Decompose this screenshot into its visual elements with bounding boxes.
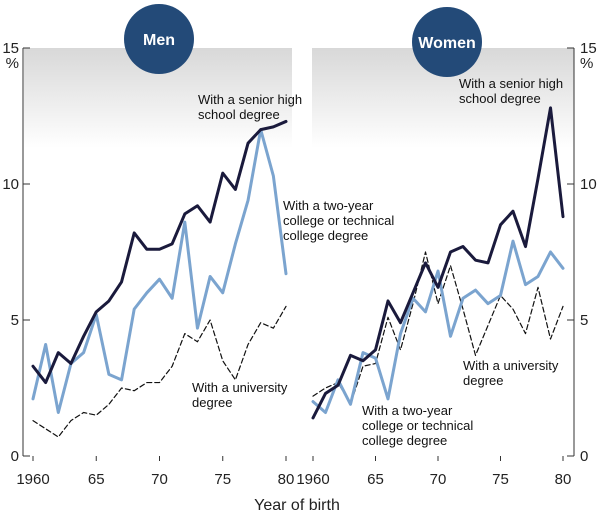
y-unit-label: % (6, 55, 19, 72)
series-line-senior-high (311, 106, 565, 420)
x-tick-label: 75 (214, 471, 231, 488)
x-tick-label: 80 (555, 471, 572, 488)
series-annotation: With a two-year college or technical colle… (362, 403, 473, 448)
x-tick-label: 65 (367, 471, 384, 488)
y-tick-label: 0 (11, 448, 19, 465)
x-tick-label: 1960 (296, 471, 329, 488)
series-line-university (32, 305, 287, 438)
x-axis-label: Year of birth (254, 497, 340, 514)
y-unit-label: % (580, 55, 593, 72)
y-tick-label: 5 (11, 312, 19, 329)
y-tick-label: 0 (580, 448, 588, 465)
x-tick-label: 80 (278, 471, 295, 488)
x-tick-label: 70 (151, 471, 168, 488)
series-line-two-year-college (31, 128, 288, 414)
series-line-senior-high (31, 119, 288, 385)
series-line-two-year-college (311, 239, 565, 414)
panel-title-badge (412, 7, 482, 77)
y-tick-label: 15 (2, 40, 19, 57)
panel-title: Men (143, 32, 175, 49)
series-annotation: With a university degree (463, 358, 559, 388)
y-tick-label: 5 (580, 312, 588, 329)
x-tick-label: 75 (492, 471, 509, 488)
x-tick-label: 70 (430, 471, 447, 488)
panel-title: Women (418, 35, 475, 52)
x-tick-label: 1960 (16, 471, 49, 488)
panel-title-badge (124, 4, 194, 74)
series-annotation: With a senior high school degree (459, 76, 563, 106)
series-annotation: With a senior high school degree (198, 92, 302, 122)
series-annotation: With a two-year college or technical colle… (283, 198, 394, 243)
y-tick-label: 10 (2, 176, 19, 193)
y-tick-label: 10 (580, 176, 597, 193)
series-annotation: With a university degree (192, 380, 288, 410)
y-tick-label: 15 (580, 40, 597, 57)
x-tick-label: 65 (88, 471, 105, 488)
